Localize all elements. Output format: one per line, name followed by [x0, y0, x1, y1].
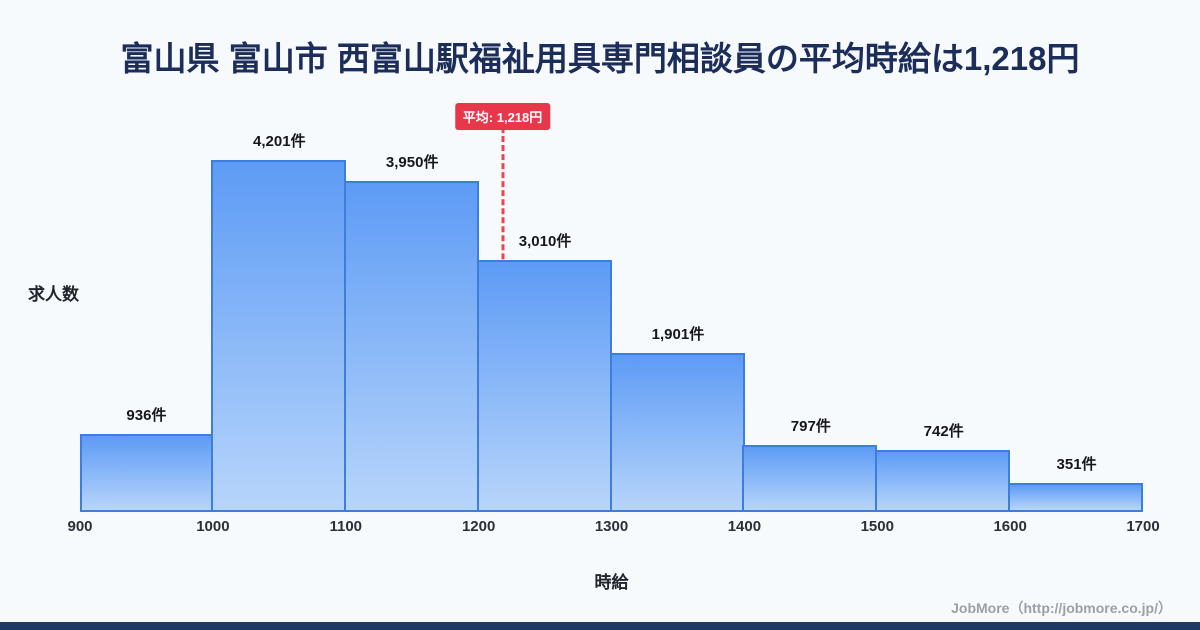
x-axis-ticks: 900 1000 1100 1200 1300 1400 1500 1600 1700 [67, 518, 1159, 540]
bottom-accent-strip [0, 622, 1200, 630]
x-tick-label: 1700 [1126, 518, 1160, 535]
bar-value-label: 351件 [1056, 456, 1097, 473]
bar-value-label: 1,901件 [651, 326, 705, 343]
histogram-bar [1008, 483, 1143, 512]
bar-value-label: 936件 [126, 407, 167, 424]
x-tick-label: 900 [67, 518, 93, 535]
x-tick-label: 1400 [727, 518, 762, 535]
average-badge: 平均: 1,218円 [454, 103, 551, 130]
footer-credit: JobMore（http://jobmore.co.jp/） [951, 600, 1172, 616]
page-title: 富山県 富山市 西富山駅福祉用具専門相談員の平均時給は1,218円 [120, 40, 1080, 77]
histogram-bar [742, 445, 877, 512]
x-tick-label: 1600 [993, 518, 1027, 535]
bar-value-label: 797件 [790, 418, 831, 435]
x-tick-label: 1500 [860, 518, 894, 535]
bar-value-label: 742件 [923, 423, 964, 440]
histogram-bar [610, 353, 745, 512]
bar-value-label: 4,201件 [253, 133, 306, 150]
x-tick-label: 1100 [329, 518, 363, 535]
histogram-bar [875, 450, 1010, 512]
x-tick-label: 1300 [594, 518, 629, 535]
x-axis-label: 時給 [594, 573, 629, 592]
y-axis-label: 求人数 [28, 285, 79, 304]
bar-value-label: 3,950件 [385, 154, 439, 171]
histogram-bar [344, 181, 479, 512]
plot-area: 平均: 1,218円 936件 4,201件 3,950件 3,010件 1,901件 7… [80, 100, 1143, 512]
x-tick-label: 1200 [461, 518, 496, 535]
bar-value-label: 3,010件 [518, 233, 572, 250]
x-tick-label: 1000 [196, 518, 230, 535]
histogram-bar [477, 260, 612, 512]
histogram-bar [80, 434, 213, 512]
histogram-bar [211, 160, 346, 512]
